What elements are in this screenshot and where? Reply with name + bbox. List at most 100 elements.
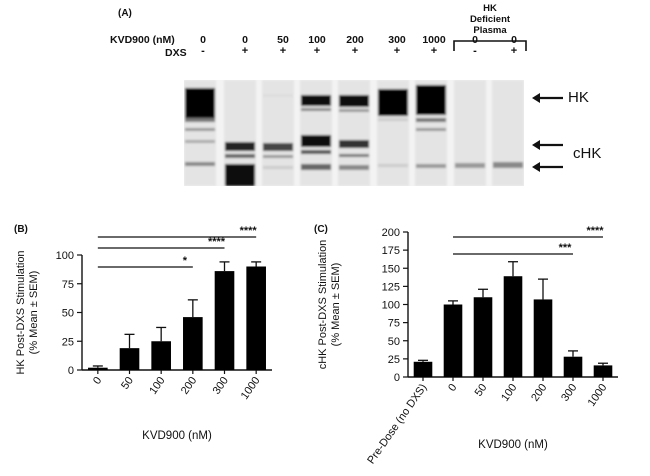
- panel-b-label: (B): [14, 224, 28, 235]
- bar: [593, 365, 613, 377]
- x-tick-label: Pre-Dose (no DXS): [365, 382, 429, 467]
- blot-band: [416, 118, 446, 122]
- blot-band: [263, 155, 293, 158]
- x-tick-label: 50: [119, 375, 136, 392]
- lane-kvd-value: 1000: [422, 34, 446, 46]
- x-tick-label: 300: [211, 375, 231, 397]
- dxs-row-label: DXS: [165, 47, 187, 59]
- blot-lane: [492, 80, 524, 186]
- lane-kvd-value: 300: [388, 34, 406, 46]
- blot-band: [416, 128, 446, 131]
- lane-dxs-sign: -: [473, 45, 477, 57]
- blot-band: [301, 135, 331, 147]
- deficient-bracket: [453, 40, 527, 51]
- bar: [151, 341, 171, 370]
- y-tick-label: 50: [388, 336, 400, 348]
- panel-a-label: (A): [118, 8, 132, 19]
- bar: [413, 361, 433, 377]
- bar: [533, 299, 553, 377]
- y-tick-label: 200: [382, 227, 400, 239]
- blot-band: [185, 118, 215, 122]
- y-tick-label: 100: [56, 250, 74, 262]
- lane-dxs-sign: +: [351, 45, 359, 57]
- x-tick-label: 1000: [239, 375, 263, 402]
- x-tick-label: 1000: [586, 382, 610, 409]
- blot-band: [185, 88, 215, 118]
- y-axis-title: cHK Post-DXS Stimulation: [317, 240, 329, 370]
- blot-band: [339, 154, 369, 157]
- blot-band: [339, 109, 369, 112]
- blot-band: [225, 164, 255, 186]
- x-tick-label: 200: [529, 382, 549, 404]
- blot-band: [263, 94, 293, 97]
- bar: [183, 317, 203, 370]
- blot-band: [185, 140, 215, 143]
- kvd900-row-label: KVD900 (nM): [110, 34, 175, 46]
- y-tick-label: 100: [382, 300, 400, 312]
- lane-dxs-sign: +: [241, 45, 249, 57]
- lane-kvd-value: 0: [200, 34, 206, 46]
- lane-kvd-value: 0: [511, 34, 517, 46]
- bar: [503, 276, 523, 377]
- chk-upper-arrow-icon: [532, 140, 563, 150]
- y-tick-label: 0: [68, 365, 74, 377]
- blot-band: [378, 118, 408, 121]
- chk-band-label: cHK: [573, 145, 602, 162]
- hk-arrow-icon: [532, 93, 563, 103]
- lane-kvd-value: 0: [472, 34, 478, 46]
- blot-band: [301, 108, 331, 111]
- blot-image: [184, 80, 524, 186]
- lane-kvd-value: 50: [277, 34, 289, 46]
- x-tick-label: 0: [446, 382, 459, 394]
- deficient-line-1: HK: [483, 3, 497, 14]
- deficient-line-3: Plasma: [473, 25, 507, 36]
- bar: [473, 297, 493, 377]
- y-tick-label: 175: [382, 245, 400, 257]
- y-tick-label: 25: [62, 336, 74, 348]
- hk-band-label: HK: [568, 89, 589, 106]
- lane-kvd-value: 100: [308, 34, 326, 46]
- significance-label: ****: [240, 225, 258, 237]
- lane-kvd-value: 200: [346, 34, 364, 46]
- lane-kvd-value: 0: [242, 34, 248, 46]
- y-axis-title-line-2: (% Mean ± SEM): [330, 263, 342, 347]
- blot-band: [185, 128, 215, 131]
- blot-band: [225, 142, 255, 151]
- blot-band: [339, 140, 369, 148]
- blot-lane: [454, 80, 486, 186]
- significance-label: ***: [559, 242, 573, 254]
- lane-dxs-sign: -: [201, 45, 205, 57]
- lane-dxs-sign: +: [510, 45, 518, 57]
- y-axis-title-line-2: (% Mean ± SEM): [28, 271, 40, 355]
- blot-band: [263, 143, 293, 151]
- x-axis-title: KVD900 (nM): [478, 439, 548, 451]
- y-axis-title: HK Post-DXS Stimulation: [15, 250, 27, 374]
- bar: [246, 266, 266, 370]
- y-tick-label: 125: [382, 281, 400, 293]
- y-tick-label: 25: [388, 354, 400, 366]
- bar: [88, 367, 108, 370]
- blot-band: [225, 154, 255, 158]
- lane-dxs-sign: +: [279, 45, 287, 57]
- blot-band: [263, 166, 293, 169]
- blot-band: [301, 150, 331, 154]
- blot-band: [493, 162, 523, 168]
- bar: [443, 304, 463, 377]
- significance-label: *: [183, 255, 188, 267]
- x-tick-label: 300: [559, 382, 579, 404]
- bar: [119, 348, 140, 370]
- blot-band: [339, 95, 369, 107]
- significance-label: ****: [586, 225, 604, 237]
- hk-deficient-plasma-label: HK Deficient Plasma: [455, 3, 525, 36]
- x-tick-label: 50: [473, 382, 490, 399]
- x-tick-label: 100: [147, 375, 167, 397]
- significance-label: ****: [208, 236, 226, 248]
- x-tick-label: 100: [499, 382, 519, 404]
- y-tick-label: 75: [388, 318, 400, 330]
- blot-band: [416, 164, 446, 168]
- bar: [214, 271, 235, 370]
- bar: [563, 356, 583, 377]
- chk-lower-arrow-icon: [532, 162, 563, 172]
